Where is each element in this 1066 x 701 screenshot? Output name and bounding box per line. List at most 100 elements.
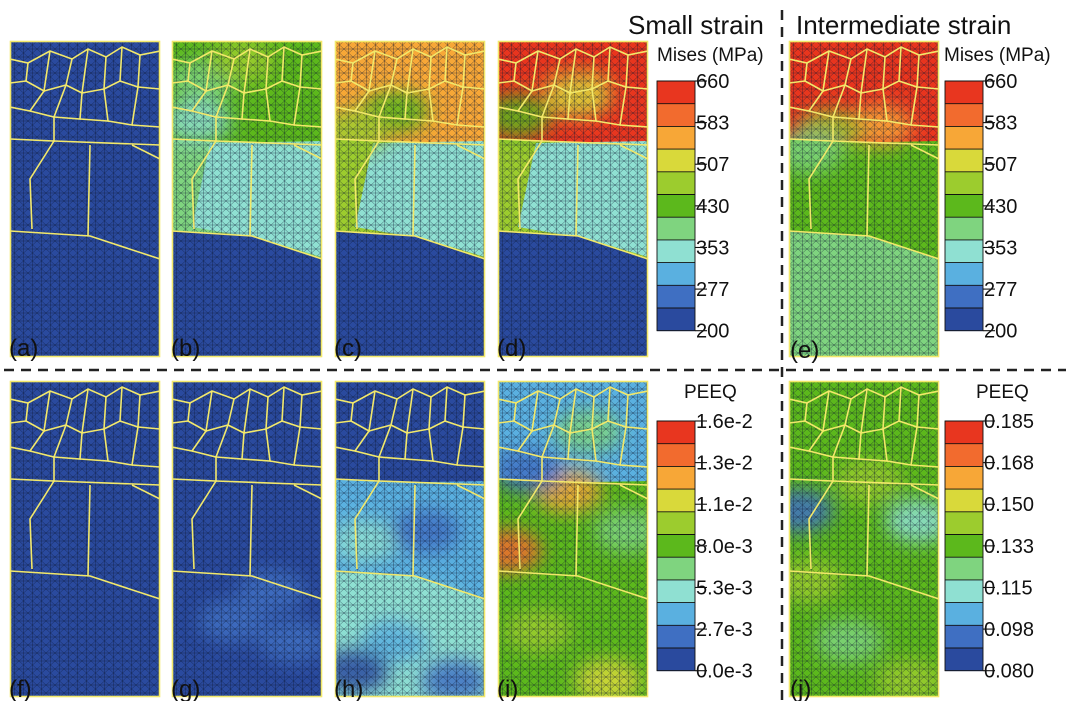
grain-boundary [804,390,830,433]
panel-border [9,380,161,698]
colorbar-band [945,126,983,150]
panel-border [171,380,323,698]
grain-boundary [916,426,939,430]
grain-boundary [517,140,543,230]
colorbar-tick-label: 200 [696,321,729,343]
grain-boundary [131,464,160,468]
grain-boundary [910,464,939,468]
legend-title: PEEQ [684,382,737,403]
colorbar-band [945,239,983,263]
panel-border [334,380,486,698]
finite-element-mesh [172,381,322,697]
grain-boundary [625,86,648,90]
grain-boundary [299,86,322,90]
colorbar-band [657,511,695,535]
colorbar-band [945,534,983,558]
colorbar-band [945,625,983,649]
grain-boundary [804,50,830,93]
grain-boundary [498,420,515,424]
finite-element-mesh [789,381,939,697]
finite-element-mesh [498,381,648,697]
colorbar-band [657,239,695,263]
panel-i-peeq [497,380,649,698]
colorbar-band [657,81,695,105]
grain-boundary [619,464,648,468]
panel-border [334,40,486,358]
grain-boundary [299,426,322,430]
colorbar-tick-label: 0.080 [984,661,1034,683]
colorbar-band [657,421,695,445]
grain-boundary [832,140,939,146]
finite-element-mesh [789,41,939,357]
panel-b-mises [171,40,323,358]
grain-boundary [172,570,322,600]
grain-boundary [350,50,376,93]
colorbar-band [945,171,983,195]
colorbar-tick-label: 0.0e-3 [696,661,753,683]
grain-boundary [808,140,834,230]
colorbar-band [657,103,695,127]
colorbar-tick-label: 200 [984,321,1017,343]
finite-element-mesh [172,41,322,357]
colorbar-tick-label: 0.098 [984,619,1034,641]
colorbar-band [657,171,695,195]
legend-mises-intermediate: Mises (MPa) 660 583 507 430 353 277 200 [944,45,1051,343]
colorbar-band [657,126,695,150]
colorbar-tick-label: 1.1e-2 [696,494,753,516]
colorbar-tick-label: 8.0e-3 [696,536,753,558]
grain-boundary [25,50,51,93]
panel-label-a: (a) [9,335,38,362]
grain-boundary [541,140,648,146]
grain-boundary [172,80,189,84]
grain-boundary [541,480,648,486]
grain-boundary [53,140,160,146]
colorbar-tick-label: 353 [984,237,1017,259]
colorbar-tick-label: 0.168 [984,453,1034,475]
panel-label-i: (i) [497,676,518,701]
colorbar-tick-label: 660 [984,71,1017,93]
colorbar-band [657,285,695,309]
colorbar-tick-label: 1.3e-2 [696,453,753,475]
colorbar-band [657,602,695,626]
finite-element-mesh [335,381,485,697]
grain-boundary [916,86,939,90]
grain-boundary [191,140,217,230]
colorbar-band [945,217,983,241]
grain-boundary [866,144,870,237]
colorbar-tick-label: 430 [696,196,729,218]
colorbar-band [657,194,695,218]
panel-d-mises [497,40,649,358]
panel-border [497,380,649,698]
grain-boundary [625,426,648,430]
colorbar-band [945,308,983,332]
colorbar-band [945,466,983,490]
colorbar-band [657,625,695,649]
panel-label-c: (c) [334,335,362,362]
grain-boundary [172,230,322,260]
grain-boundary [513,390,539,433]
grain-boundary [910,144,939,160]
panel-g-peeq [171,380,323,698]
legend-title: PEEQ [976,382,1029,403]
grain-boundary [513,50,539,93]
legend-title: Mises (MPa) [944,45,1051,66]
grain-boundary [137,426,160,430]
colorbar-band [657,443,695,467]
grain-boundary [462,426,485,430]
grain-boundary [293,484,322,500]
colorbar-band [657,648,695,672]
colorbar-tick-label: 5.3e-3 [696,577,753,599]
grain-boundary [456,124,485,128]
panel-j-peeq [788,380,940,698]
grain-boundary [789,570,939,600]
grain-boundary [215,480,322,486]
grain-boundary [131,484,160,500]
colorbar-band [657,466,695,490]
panel-label-g: (g) [171,676,200,701]
colorbar-band [945,443,983,467]
grain-boundary [619,484,648,500]
colorbar-tick-label: 2.7e-3 [696,619,753,641]
colorbar-tick-label: 1.6e-2 [696,411,753,433]
panel-border [9,40,161,358]
heading-intermediate-strain: Intermediate strain [796,10,1011,40]
